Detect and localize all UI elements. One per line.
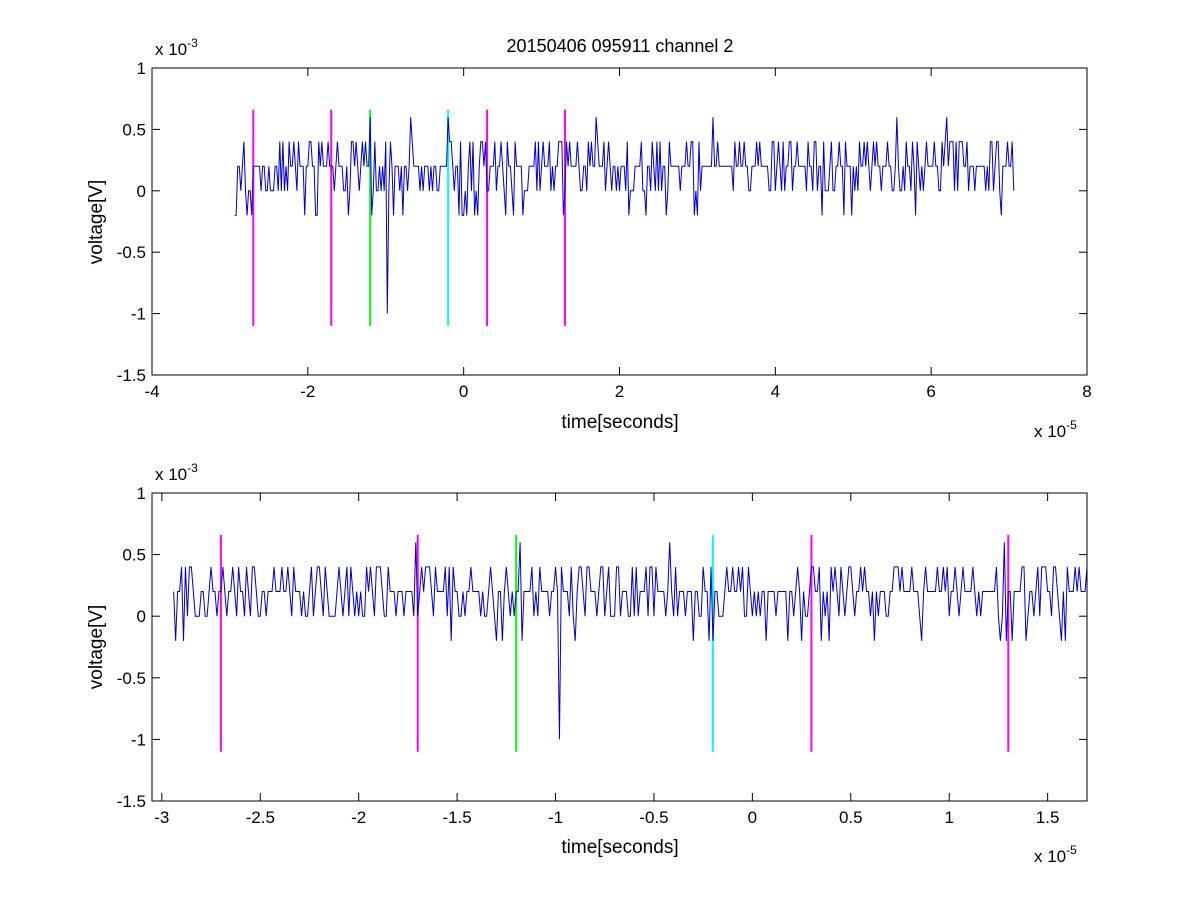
top-x-tick-label-2: -2: [300, 382, 315, 401]
bottom-axes-box: [151, 492, 1088, 802]
top-x-tick-label-1: -4: [144, 382, 159, 401]
bottom-y-tick-label-1: -1.5: [117, 792, 146, 811]
top-axes-box: [151, 67, 1088, 376]
top-y-exponent-base: x 10: [155, 40, 187, 59]
top-y-tick-label-6: 1: [137, 59, 146, 78]
bottom-y-exponent-base: x 10: [155, 465, 187, 484]
top-x-tick-label-3: 0: [459, 382, 468, 401]
top-x-tick-label-4: 2: [615, 382, 624, 401]
bottom-x-tick-label-2: -2.5: [246, 808, 275, 827]
top-y-exponent-power: -3: [187, 36, 198, 50]
top-x-exponent-label: x 10-5: [1034, 418, 1077, 441]
bottom-x-exponent-label: x 10-5: [1034, 843, 1077, 866]
top-axes: [151, 67, 1088, 376]
top-x-tick-label-6: 6: [926, 382, 935, 401]
top-trace-line-1: [234, 117, 1015, 314]
top-y-exponent-label: x 10-3: [155, 36, 198, 59]
bottom-y-tick-label-4: 0: [137, 607, 146, 626]
bottom-x-tick-label-4: -1.5: [442, 808, 471, 827]
bottom-trace-line-1: [173, 542, 1088, 740]
bottom-y-exponent-power: -3: [187, 461, 198, 475]
bottom-x-exponent-base: x 10: [1034, 847, 1066, 866]
top-marker-lines: [252, 109, 566, 326]
bottom-x-axis-label: time[seconds]: [561, 837, 678, 858]
top-x-tick-label-5: 4: [771, 382, 780, 401]
bottom-y-tick-label-5: 0.5: [122, 546, 146, 565]
bottom-y-tick-label-3: -0.5: [117, 669, 146, 688]
top-ticks: -4 -2 0 2 4 6 8 -1.5 -1 -0.5 0 0.5 1: [117, 59, 1092, 401]
bottom-x-tick-label-3: -2: [351, 808, 366, 827]
bottom-axes: [151, 492, 1088, 802]
top-x-axis-label: time[seconds]: [561, 412, 678, 433]
bottom-x-tick-label-6: -0.5: [639, 808, 668, 827]
bottom-x-tick-label-10: 1.5: [1036, 808, 1060, 827]
bottom-voltage-trace: [173, 542, 1088, 740]
top-plot: -4 -2 0 2 4 6 8 -1.5 -1 -0.5 0 0.5 1 time[seconds] v…: [86, 36, 1092, 441]
top-x-exponent-power: -5: [1066, 418, 1077, 432]
bottom-x-tick-label-5: -1: [548, 808, 563, 827]
bottom-y-exponent-label: x 10-3: [155, 461, 198, 484]
top-y-axis-label: voltage[V]: [86, 180, 107, 265]
bottom-y-axis-label: voltage[V]: [86, 605, 107, 690]
top-voltage-trace: [234, 117, 1015, 314]
top-y-tick-label-2: -1: [131, 305, 146, 324]
bottom-x-tick-label-9: 1: [944, 808, 953, 827]
figure-title: 20150406 095911 channel 2: [507, 36, 734, 56]
top-y-tick-label-1: -1.5: [117, 366, 146, 385]
top-x-tick-label-7: 8: [1082, 382, 1091, 401]
top-y-tick-label-5: 0.5: [122, 120, 146, 139]
bottom-x-tick-label-8: 0.5: [839, 808, 863, 827]
bottom-plot: -3 -2.5 -2 -1.5 -1 -0.5 0 0.5 1 1.5 -1.5 -1 -0.5 0 0.5…: [86, 461, 1088, 866]
bottom-x-exponent-power: -5: [1066, 843, 1077, 857]
bottom-ticks: -3 -2.5 -2 -1.5 -1 -0.5 0 0.5 1 1.5 -1.5 -1 -0.5 0 0.5…: [117, 484, 1087, 827]
top-y-tick-label-3: -0.5: [117, 243, 146, 262]
bottom-y-tick-label-6: 1: [137, 484, 146, 503]
top-y-tick-label-4: 0: [137, 182, 146, 201]
bottom-y-tick-label-2: -1: [131, 730, 146, 749]
bottom-x-tick-label-7: 0: [748, 808, 757, 827]
top-x-exponent-base: x 10: [1034, 422, 1066, 441]
bottom-x-tick-label-1: -3: [154, 808, 169, 827]
